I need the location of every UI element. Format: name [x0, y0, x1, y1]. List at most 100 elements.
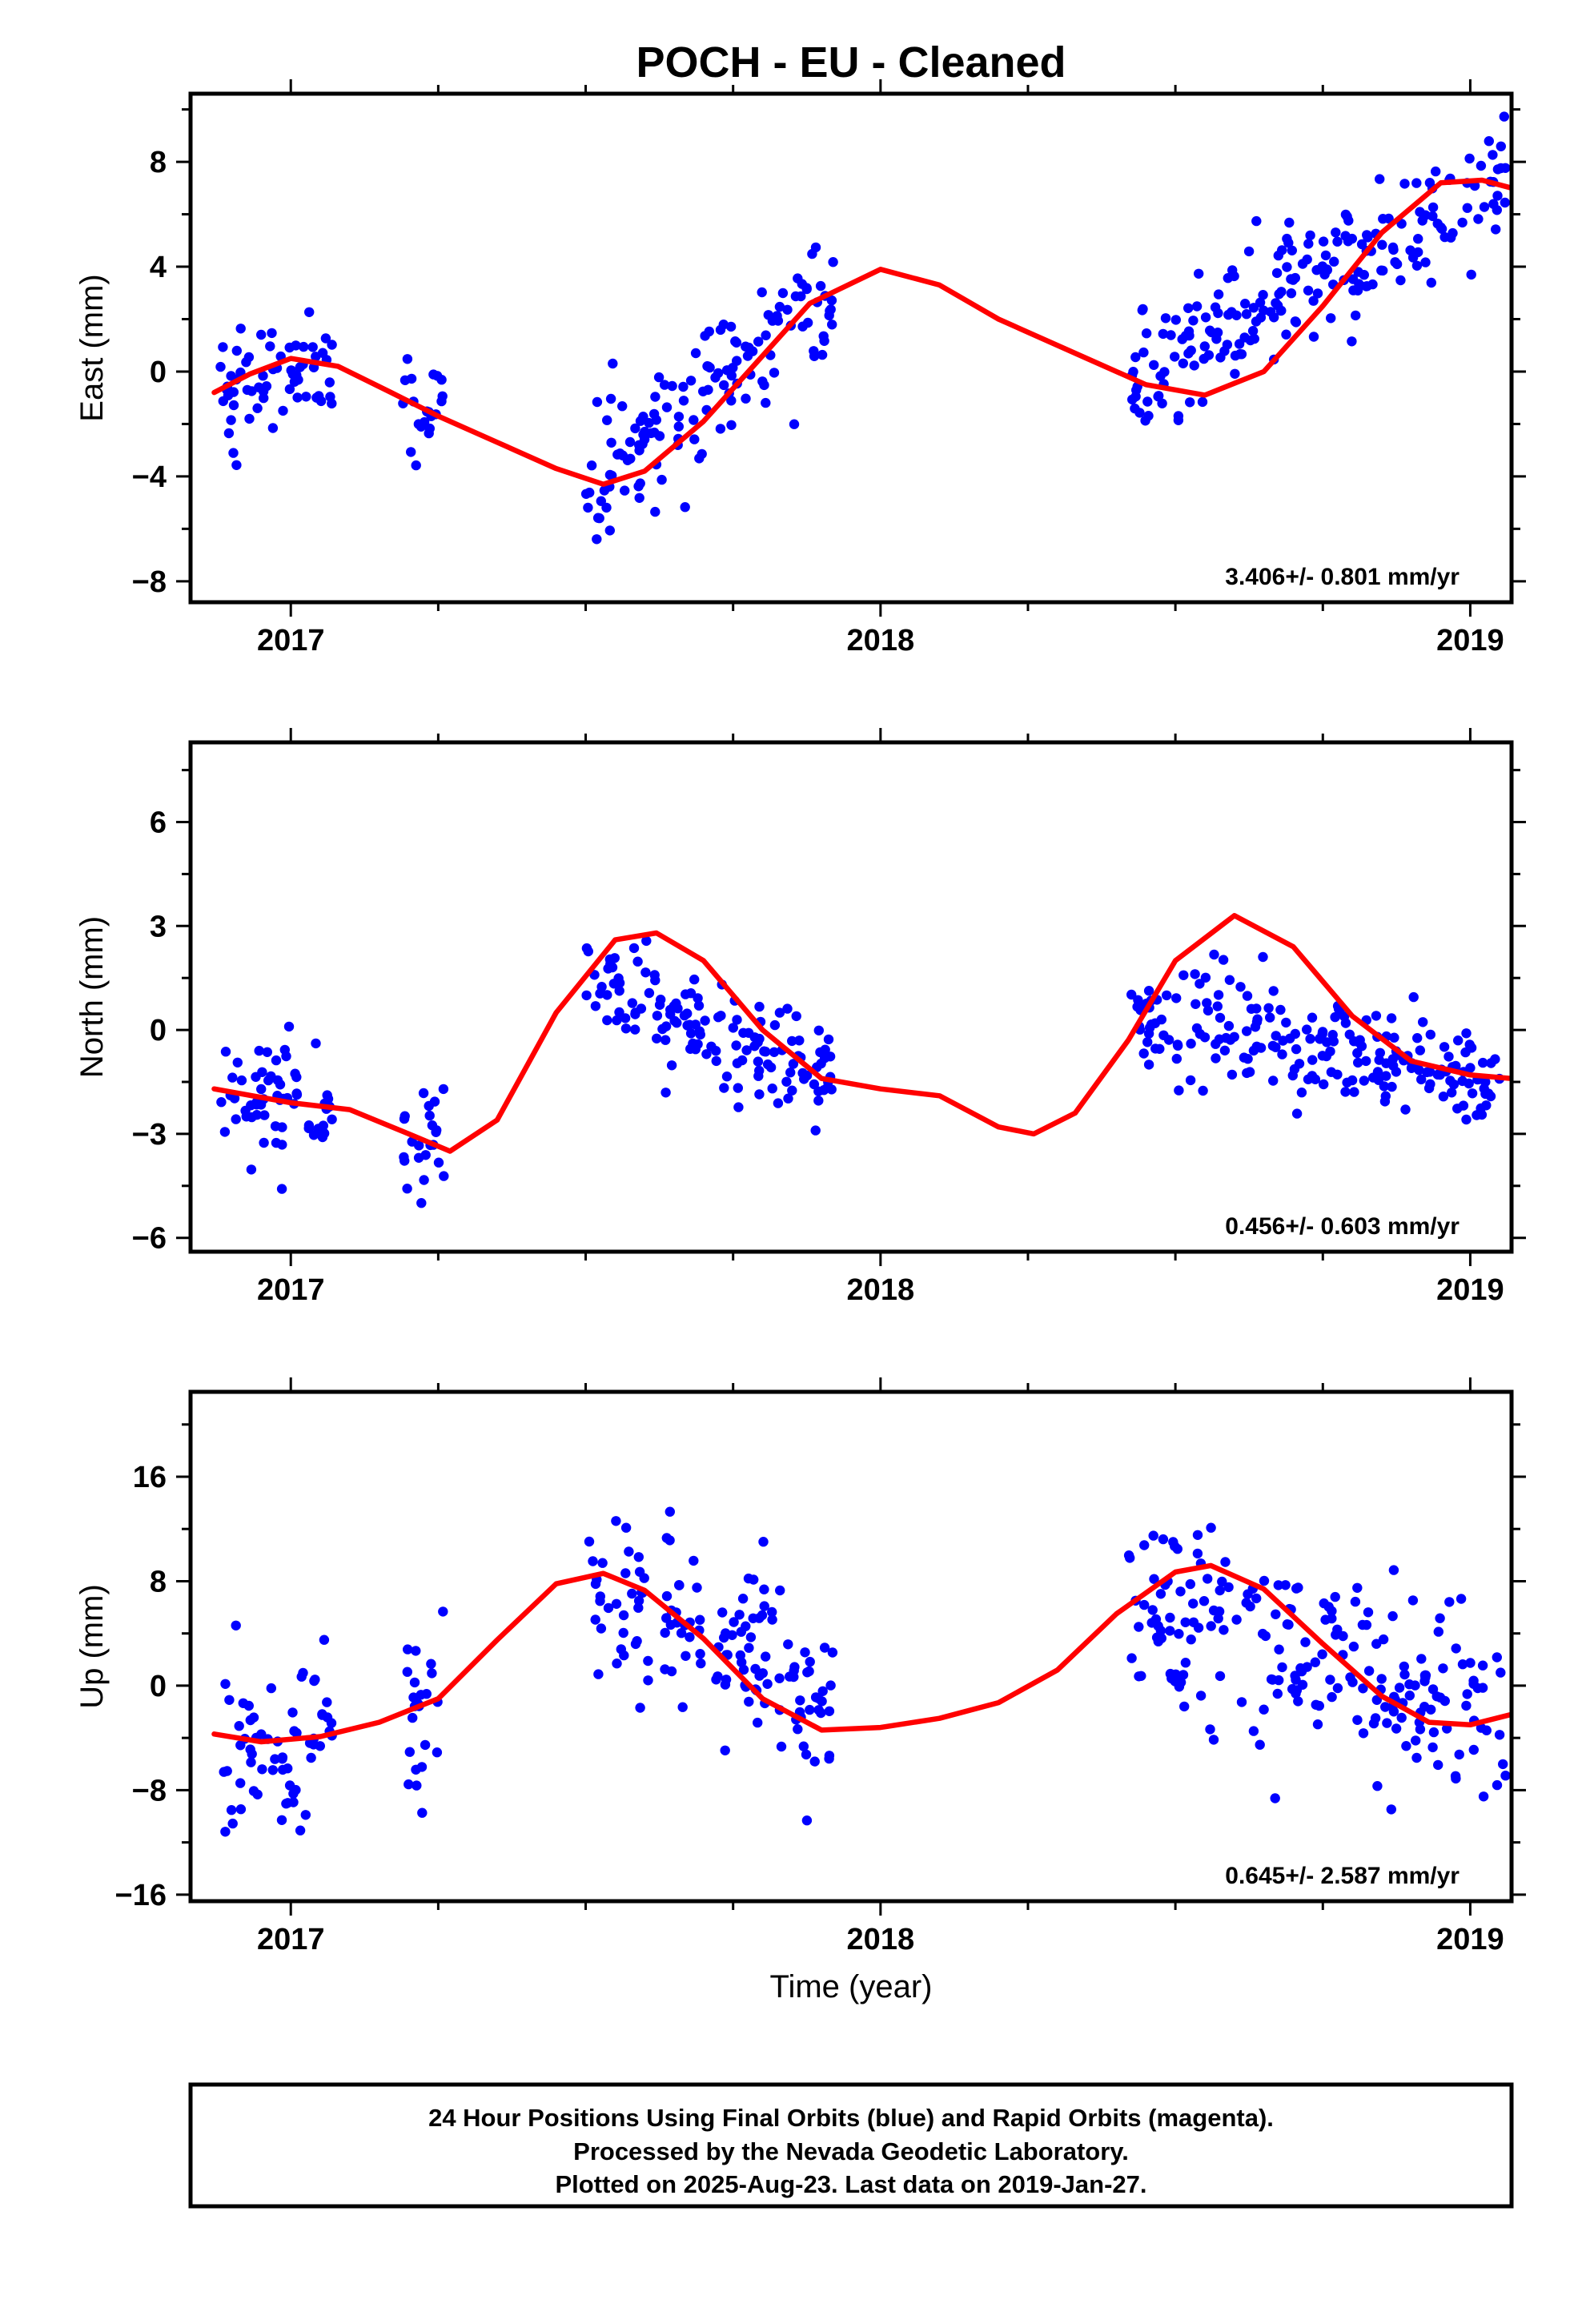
- east-point: [757, 287, 767, 298]
- north-point: [1186, 1039, 1196, 1049]
- north-point: [1374, 1055, 1384, 1065]
- east-point: [1189, 360, 1199, 371]
- north-point: [706, 1041, 717, 1052]
- east-point: [1439, 231, 1450, 243]
- north-point: [219, 1127, 231, 1137]
- east-point: [1200, 312, 1211, 323]
- up-point: [1208, 1735, 1219, 1745]
- up-point: [1481, 1725, 1492, 1735]
- north-point: [733, 1083, 743, 1093]
- east-point: [252, 403, 263, 413]
- north-point: [685, 1028, 697, 1039]
- east-model-curve: [211, 177, 1512, 487]
- north-point: [1389, 1032, 1399, 1043]
- east-point: [703, 384, 713, 395]
- north-point: [323, 1093, 334, 1104]
- east-point: [1424, 178, 1435, 188]
- east-point: [1427, 202, 1439, 213]
- north-point: [826, 1084, 837, 1095]
- north-point: [733, 1102, 744, 1112]
- north-point: [1424, 1067, 1435, 1077]
- north-point: [640, 967, 651, 978]
- east-point: [228, 400, 239, 411]
- up-point: [762, 1679, 773, 1689]
- up-x-axis: 2017 2018 2019: [257, 1377, 1504, 1956]
- east-point: [1351, 310, 1361, 321]
- up-point: [1149, 1574, 1159, 1584]
- up-y-tick-label: 0: [150, 1670, 167, 1703]
- east-point: [725, 321, 737, 332]
- north-point: [783, 1093, 793, 1104]
- north-plot-frame: [188, 740, 1514, 1254]
- north-point: [762, 1059, 773, 1070]
- north-x-axis: 2017 2018 2019: [257, 728, 1504, 1307]
- east-point: [1194, 268, 1204, 279]
- north-point: [216, 1097, 227, 1108]
- up-point: [744, 1642, 754, 1653]
- east-point: [680, 502, 690, 513]
- up-point: [219, 1767, 229, 1777]
- north-point: [1246, 1003, 1257, 1015]
- north-point: [749, 1041, 760, 1051]
- north-point: [1415, 1045, 1426, 1055]
- up-point: [744, 1696, 754, 1707]
- east-point: [704, 326, 714, 337]
- up-point: [743, 1573, 754, 1584]
- north-point: [271, 1137, 282, 1148]
- north-point: [630, 1024, 640, 1035]
- east-y-tick-label: 0: [150, 356, 167, 389]
- north-point: [620, 1023, 632, 1034]
- east-point: [1377, 239, 1387, 250]
- east-point: [1191, 301, 1203, 312]
- east-point: [247, 386, 257, 396]
- east-point: [1415, 207, 1425, 217]
- east-point: [1332, 236, 1343, 247]
- north-observations: [216, 935, 1505, 1208]
- up-point: [1139, 1599, 1150, 1610]
- east-y-axis: −8 −4 0 4 8: [132, 108, 1526, 599]
- up-point: [1175, 1586, 1186, 1597]
- up-point: [1147, 1605, 1158, 1615]
- north-point: [813, 1096, 824, 1106]
- east-point: [763, 310, 773, 320]
- east-point: [1143, 411, 1154, 421]
- north-point: [1271, 1031, 1281, 1041]
- east-point: [1154, 391, 1164, 401]
- north-y-tick-label: 3: [150, 910, 167, 943]
- east-point: [1378, 214, 1388, 224]
- north-point: [1465, 1063, 1476, 1073]
- up-point: [689, 1555, 699, 1566]
- east-point: [650, 506, 661, 517]
- north-y-tick-label: −3: [132, 1118, 167, 1152]
- east-point: [741, 341, 751, 352]
- footer-line-3: Plotted on 2025-Aug-23. Last data on 201…: [555, 2170, 1146, 2198]
- north-point: [627, 998, 637, 1008]
- east-y-tick-label: −8: [132, 565, 167, 599]
- up-point: [1215, 1585, 1225, 1596]
- up-point: [1378, 1634, 1389, 1645]
- east-point: [789, 419, 800, 429]
- east-point: [715, 424, 726, 434]
- east-point: [1362, 230, 1372, 240]
- north-point: [1209, 949, 1219, 960]
- north-point: [652, 1011, 663, 1021]
- east-point: [1158, 328, 1169, 340]
- up-point: [235, 1778, 246, 1788]
- east-point: [226, 415, 236, 425]
- up-point: [1192, 1548, 1203, 1559]
- up-point: [767, 1606, 777, 1618]
- north-point: [628, 943, 640, 954]
- up-point: [1126, 1653, 1137, 1663]
- east-point: [719, 380, 729, 391]
- east-point: [586, 460, 597, 471]
- east-point: [1271, 298, 1281, 308]
- east-point: [400, 375, 411, 385]
- north-point: [1381, 1071, 1391, 1081]
- north-point: [1340, 1087, 1351, 1097]
- north-point: [590, 1001, 601, 1011]
- up-point: [1380, 1702, 1391, 1712]
- up-point: [1391, 1723, 1402, 1734]
- up-point: [1371, 1695, 1383, 1705]
- up-point: [1435, 1692, 1446, 1703]
